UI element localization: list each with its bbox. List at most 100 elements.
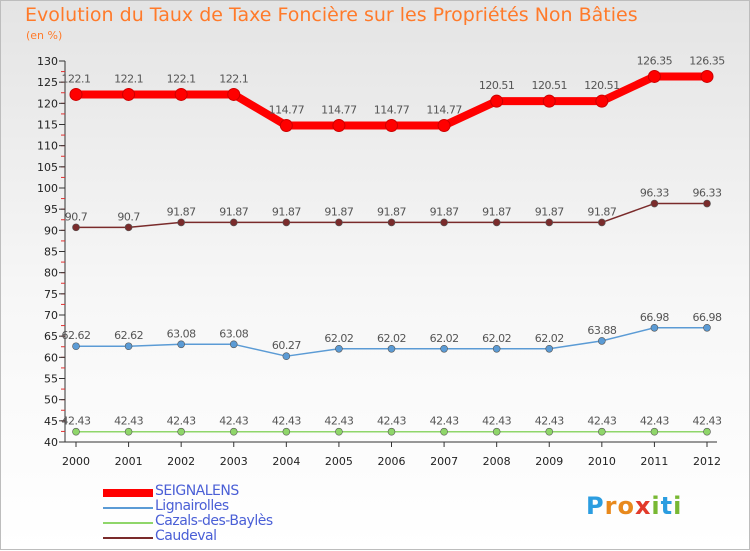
data-point xyxy=(595,94,609,108)
axes: 40 45 50 55 60 65 70 75 80 85 90 95 100 105 110 115 120 1… xyxy=(37,55,721,468)
y-tick-label: 105 xyxy=(37,161,58,174)
y-tick-label: 125 xyxy=(37,76,58,89)
data-label: 62.62 xyxy=(62,329,91,342)
data-point xyxy=(492,427,501,436)
data-label: 91.87 xyxy=(219,205,248,218)
data-label: 42.43 xyxy=(640,415,669,428)
proxiti-logo: Proxiti xyxy=(586,492,682,520)
y-tick-label: 60 xyxy=(44,351,58,364)
legend-swatch xyxy=(103,507,153,509)
y-unit-label: (en %) xyxy=(26,29,63,42)
data-label: 122.1 xyxy=(62,72,91,85)
y-tick-label: 80 xyxy=(44,267,58,280)
y-tick-label: 55 xyxy=(44,373,58,386)
data-label: 62.02 xyxy=(377,332,406,345)
data-label: 96.33 xyxy=(640,187,669,200)
logo-letter: x xyxy=(634,492,652,520)
data-label: 42.43 xyxy=(430,415,459,428)
x-tick-label: 2009 xyxy=(535,455,563,468)
data-label: 122.1 xyxy=(114,72,143,85)
data-label: 63.08 xyxy=(219,327,248,340)
logo-letter: i xyxy=(673,492,683,520)
data-point xyxy=(229,218,238,227)
legend-label: Cazals-des-Baylès xyxy=(155,513,273,529)
legend-swatch xyxy=(103,489,153,497)
data-label: 63.88 xyxy=(587,324,616,337)
data-label: 42.43 xyxy=(324,415,353,428)
y-tick-label: 45 xyxy=(44,415,58,428)
data-point xyxy=(229,427,238,436)
data-point xyxy=(437,118,451,132)
legend-label: Caudeval xyxy=(155,528,217,544)
data-label: 120.51 xyxy=(532,79,568,92)
data-label: 62.02 xyxy=(430,332,459,345)
legend-swatch xyxy=(103,522,153,524)
data-label: 114.77 xyxy=(426,103,462,116)
data-point xyxy=(492,218,501,227)
y-tick-label: 50 xyxy=(44,394,58,407)
data-point xyxy=(335,427,343,436)
data-label: 42.43 xyxy=(114,415,143,428)
x-tick-label: 2003 xyxy=(220,455,248,468)
data-point xyxy=(282,218,291,227)
data-label: 60.27 xyxy=(272,339,301,352)
data-point xyxy=(650,323,659,332)
data-point xyxy=(703,427,711,436)
data-label: 66.98 xyxy=(640,311,669,324)
data-label: 62.02 xyxy=(324,332,353,345)
data-label: 62.02 xyxy=(482,332,511,345)
data-point xyxy=(598,218,606,227)
data-label: 62.62 xyxy=(114,329,143,342)
x-tick-label: 2012 xyxy=(693,455,721,468)
legend-label: Lignairolles xyxy=(155,498,229,514)
legend-label: SEIGNALENS xyxy=(155,483,239,499)
x-tick-label: 2000 xyxy=(62,455,90,468)
data-point xyxy=(545,344,554,353)
data-label: 90.7 xyxy=(65,210,88,223)
y-tick-label: 65 xyxy=(44,330,58,343)
data-label: 91.87 xyxy=(167,205,196,218)
data-label: 42.43 xyxy=(219,415,248,428)
data-label: 42.43 xyxy=(535,415,564,428)
data-point xyxy=(440,218,448,227)
data-label: 120.51 xyxy=(584,79,620,92)
data-point xyxy=(69,87,83,101)
data-point xyxy=(650,199,659,208)
y-tick-label: 100 xyxy=(37,182,58,195)
data-point xyxy=(598,337,606,345)
data-label: 91.87 xyxy=(587,205,616,218)
x-tick-label: 2002 xyxy=(167,455,195,468)
data-label: 42.43 xyxy=(587,415,616,428)
data-point xyxy=(335,344,343,353)
data-label: 42.43 xyxy=(62,415,91,428)
data-point xyxy=(647,69,661,83)
data-point xyxy=(124,223,133,232)
x-tick-label: 2007 xyxy=(430,455,458,468)
data-point xyxy=(282,352,291,360)
data-label: 91.87 xyxy=(377,205,406,218)
data-label: 90.7 xyxy=(117,210,140,223)
data-point xyxy=(124,427,133,436)
data-point xyxy=(387,218,396,227)
data-point xyxy=(598,427,606,436)
y-tick-label: 110 xyxy=(37,140,58,153)
logo-letter: P xyxy=(586,492,605,520)
series-layer xyxy=(69,69,714,436)
data-label: 62.02 xyxy=(535,332,564,345)
data-label: 91.87 xyxy=(430,205,459,218)
data-label: 66.98 xyxy=(693,311,722,324)
data-point xyxy=(72,223,80,232)
data-point xyxy=(545,427,554,436)
data-label: 42.43 xyxy=(167,415,196,428)
y-tick-label: 115 xyxy=(37,119,58,132)
x-tick-label: 2011 xyxy=(640,455,668,468)
data-point xyxy=(229,340,238,349)
data-point xyxy=(174,87,188,101)
logo-letter: o xyxy=(617,492,635,520)
data-point xyxy=(227,87,241,101)
data-point xyxy=(703,323,711,332)
data-label: 91.87 xyxy=(535,205,564,218)
data-point xyxy=(122,87,136,101)
x-tick-label: 2005 xyxy=(325,455,353,468)
